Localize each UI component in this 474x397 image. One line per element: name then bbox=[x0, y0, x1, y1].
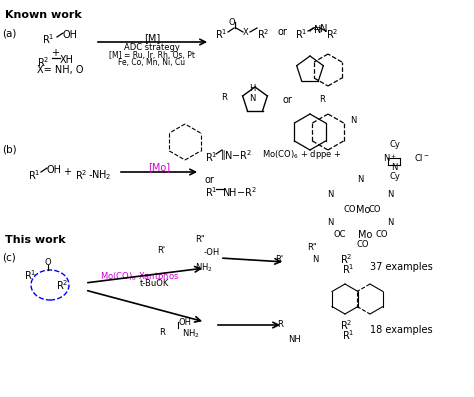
Text: O: O bbox=[45, 258, 51, 267]
Text: N: N bbox=[327, 218, 333, 227]
Text: R$^1$: R$^1$ bbox=[24, 268, 36, 282]
Text: N$-$R$^2$: N$-$R$^2$ bbox=[224, 148, 252, 162]
Text: H
N: H N bbox=[249, 84, 255, 103]
Text: OH: OH bbox=[63, 30, 78, 40]
Text: N: N bbox=[391, 163, 397, 172]
Text: ADC strategy: ADC strategy bbox=[124, 43, 180, 52]
Text: R$^1$: R$^1$ bbox=[215, 27, 228, 41]
Text: R': R' bbox=[157, 246, 165, 255]
Text: =N: =N bbox=[313, 24, 328, 34]
Text: [M] = Ru, Ir, Rh, Os, Pt: [M] = Ru, Ir, Rh, Os, Pt bbox=[109, 51, 195, 60]
Text: R$^1$: R$^1$ bbox=[342, 328, 355, 342]
Text: R$^2$: R$^2$ bbox=[75, 168, 87, 182]
Text: [M]: [M] bbox=[144, 33, 160, 43]
Text: -NH$_2$: -NH$_2$ bbox=[88, 168, 111, 182]
Text: NH$_2$: NH$_2$ bbox=[182, 328, 200, 341]
Text: N$^+$: N$^+$ bbox=[383, 152, 397, 164]
Text: R$^1$: R$^1$ bbox=[342, 262, 355, 276]
Text: Cy: Cy bbox=[390, 140, 401, 149]
Text: Cl$^-$: Cl$^-$ bbox=[414, 152, 430, 163]
Text: 18 examples: 18 examples bbox=[370, 325, 433, 335]
Text: R$^1$: R$^1$ bbox=[28, 168, 40, 182]
Text: +: + bbox=[51, 48, 59, 58]
Text: R$^1$: R$^1$ bbox=[205, 185, 218, 199]
Text: or: or bbox=[278, 27, 288, 37]
Text: X: X bbox=[243, 28, 249, 37]
Text: Mo(CO)$_6$ + dppe +: Mo(CO)$_6$ + dppe + bbox=[262, 148, 342, 161]
Text: R: R bbox=[159, 328, 165, 337]
Text: Cy: Cy bbox=[390, 172, 401, 181]
Text: R: R bbox=[221, 94, 227, 102]
Text: CO: CO bbox=[344, 205, 356, 214]
Text: R': R' bbox=[275, 255, 283, 264]
Text: OH: OH bbox=[179, 318, 191, 327]
Text: R$^1$: R$^1$ bbox=[42, 32, 55, 46]
Text: XH: XH bbox=[60, 55, 74, 65]
Text: (c): (c) bbox=[2, 252, 16, 262]
Text: t-BuOK: t-BuOK bbox=[140, 279, 169, 288]
Text: CO: CO bbox=[376, 230, 388, 239]
Text: NH: NH bbox=[289, 335, 301, 344]
Text: NH$-$R$^2$: NH$-$R$^2$ bbox=[222, 185, 257, 199]
Text: R": R" bbox=[195, 235, 205, 244]
Text: R$^2$: R$^2$ bbox=[340, 318, 353, 332]
Text: R$^2$: R$^2$ bbox=[257, 27, 269, 41]
Text: R": R" bbox=[307, 243, 317, 252]
Text: N: N bbox=[387, 218, 393, 227]
Text: R$^2$: R$^2$ bbox=[340, 252, 353, 266]
Text: N: N bbox=[327, 190, 333, 199]
Text: This work: This work bbox=[5, 235, 65, 245]
Text: N: N bbox=[312, 255, 318, 264]
Text: OC: OC bbox=[334, 230, 346, 239]
Text: NH$_2$: NH$_2$ bbox=[195, 262, 212, 274]
Text: R$^2$: R$^2$ bbox=[37, 55, 49, 69]
Text: N: N bbox=[314, 25, 321, 35]
Text: R: R bbox=[277, 320, 283, 329]
Text: R$^2$: R$^2$ bbox=[56, 278, 68, 292]
Text: R: R bbox=[319, 96, 325, 104]
Text: R$^2$: R$^2$ bbox=[326, 27, 338, 41]
Text: Fe, Co, Mn, Ni, Cu: Fe, Co, Mn, Ni, Cu bbox=[118, 58, 185, 67]
Text: CO: CO bbox=[369, 205, 381, 214]
Text: Known work: Known work bbox=[5, 10, 82, 20]
Text: N: N bbox=[387, 190, 393, 199]
Text: O: O bbox=[228, 18, 235, 27]
Text: CO: CO bbox=[357, 240, 369, 249]
Text: $\parallel$: $\parallel$ bbox=[219, 148, 227, 162]
Text: 37 examples: 37 examples bbox=[370, 262, 433, 272]
Text: Mo(CO)$_6$ Xantphos: Mo(CO)$_6$ Xantphos bbox=[100, 270, 180, 283]
Text: R$^1$: R$^1$ bbox=[205, 150, 218, 164]
Text: N: N bbox=[350, 116, 356, 125]
Text: N: N bbox=[357, 175, 363, 184]
Text: Mo: Mo bbox=[356, 205, 370, 215]
Text: or: or bbox=[205, 175, 215, 185]
Text: OH: OH bbox=[47, 165, 62, 175]
Text: -OH: -OH bbox=[204, 248, 220, 257]
Text: (b): (b) bbox=[2, 145, 17, 155]
Text: R$^1$: R$^1$ bbox=[295, 27, 308, 41]
Text: or: or bbox=[283, 95, 293, 105]
Text: +: + bbox=[63, 167, 71, 177]
Text: X= NH, O: X= NH, O bbox=[37, 65, 83, 75]
Text: Mo: Mo bbox=[358, 230, 372, 240]
Text: (a): (a) bbox=[2, 28, 17, 38]
Text: [Mo]: [Mo] bbox=[148, 162, 170, 172]
